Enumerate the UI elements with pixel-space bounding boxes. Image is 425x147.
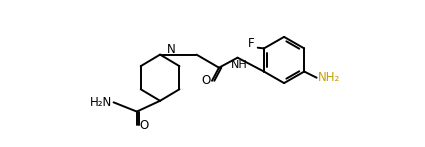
Text: H₂N: H₂N [90,96,112,109]
Text: F: F [248,37,255,50]
Text: NH₂: NH₂ [318,71,340,84]
Text: O: O [139,119,148,132]
Text: O: O [201,74,210,87]
Text: NH: NH [231,60,247,70]
Text: N: N [167,44,175,56]
